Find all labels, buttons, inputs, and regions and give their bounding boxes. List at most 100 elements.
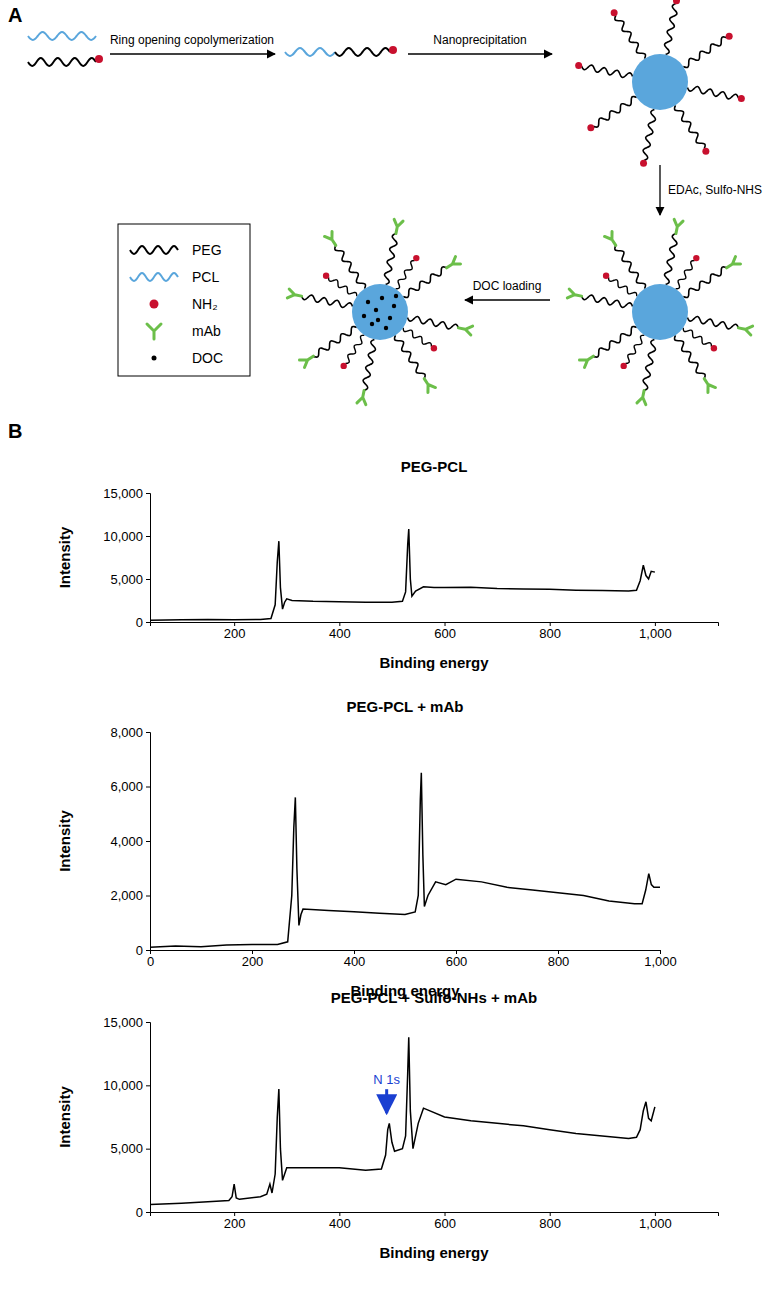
antibody xyxy=(424,379,435,393)
peg-chain xyxy=(329,277,357,296)
y-tick: 0 xyxy=(136,1205,150,1220)
drug-molecule xyxy=(388,316,392,320)
x-axis-title: Binding energy xyxy=(379,1244,489,1261)
peg-chain xyxy=(643,339,655,390)
x-tick: 800 xyxy=(539,622,561,641)
amine-group xyxy=(620,363,626,369)
plot-area xyxy=(150,1037,655,1204)
antibody xyxy=(447,257,461,268)
amine-group xyxy=(431,345,437,351)
peg-chain xyxy=(675,335,706,378)
x-tick-label: 1,000 xyxy=(644,954,677,969)
drug-molecule xyxy=(370,322,374,326)
x-tick: 0 xyxy=(147,950,154,969)
drug-molecule xyxy=(374,308,378,312)
y-tick-mark xyxy=(146,896,150,897)
plot-area xyxy=(150,529,655,620)
peg-chain xyxy=(28,58,96,66)
x-tick: 200 xyxy=(224,1212,246,1231)
legend-swatch xyxy=(130,246,178,254)
micelle xyxy=(575,0,745,167)
x-tick-label: 800 xyxy=(539,1216,561,1231)
y-tick-label: 6,000 xyxy=(110,779,143,794)
amine-group xyxy=(323,272,329,278)
peg-chain xyxy=(675,105,706,148)
amine-group xyxy=(693,255,699,261)
x-tick: 400 xyxy=(329,1212,351,1231)
arrow xyxy=(408,53,552,54)
amine-group xyxy=(95,55,103,63)
arrow xyxy=(659,165,660,215)
antibody xyxy=(605,231,616,245)
x-tick: 1,000 xyxy=(639,1212,672,1231)
x-tick-label: 1,000 xyxy=(639,626,672,641)
y-tick: 4,000 xyxy=(110,834,150,849)
step-label: Nanoprecipitation xyxy=(433,33,526,47)
x-tick-label: 400 xyxy=(329,626,351,641)
micelle xyxy=(567,219,752,404)
x-tick: 200 xyxy=(242,950,264,969)
chart: 2004006008001,00005,00010,00015,000PEG-P… xyxy=(56,458,719,671)
drug-molecule xyxy=(394,294,398,298)
y-tick: 5,000 xyxy=(110,1141,150,1156)
y-tick-mark xyxy=(146,1022,150,1023)
y-tick-label: 10,000 xyxy=(103,529,143,544)
spectrum-line xyxy=(150,1037,655,1204)
legend-swatch xyxy=(147,324,161,339)
drug-molecule xyxy=(392,304,396,308)
step-label: Ring opening copolymerization xyxy=(110,33,274,47)
y-tick-mark xyxy=(146,1212,150,1213)
peg-chain xyxy=(665,234,677,285)
legend-label: PEG xyxy=(192,242,222,258)
amine-group xyxy=(575,62,582,69)
y-tick-label: 5,000 xyxy=(110,572,143,587)
antibody xyxy=(579,356,593,367)
pcl-core xyxy=(632,284,688,340)
pcl-chain xyxy=(285,48,335,56)
peg-chain xyxy=(615,15,646,58)
peg-chain xyxy=(335,48,390,56)
x-tick: 600 xyxy=(446,950,468,969)
legend-label: mAb xyxy=(192,323,221,339)
pcl-core xyxy=(352,284,408,340)
x-tick: 1,000 xyxy=(639,622,672,641)
y-tick-mark xyxy=(146,1085,150,1086)
y-tick: 0 xyxy=(136,615,150,630)
peg-chain xyxy=(582,295,633,307)
legend-swatch xyxy=(150,300,159,309)
antibody xyxy=(458,326,472,335)
y-axis-title: Intensity xyxy=(56,810,73,872)
x-tick-label: 0 xyxy=(147,954,154,969)
y-tick: 15,000 xyxy=(103,486,150,501)
antibody xyxy=(357,390,366,404)
y-tick: 15,000 xyxy=(103,1015,150,1030)
legend-swatch xyxy=(130,273,178,281)
x-tick: 200 xyxy=(224,622,246,641)
peg-chain xyxy=(396,261,415,289)
y-tick: 2,000 xyxy=(110,888,150,903)
plot-area xyxy=(150,773,660,947)
chart: 2004006008001,00005,00010,00015,000PEG-P… xyxy=(56,989,719,1261)
pcl-core xyxy=(632,54,688,110)
y-axis: 0 5,000 10,000 15,000 xyxy=(103,486,150,630)
y-tick-label: 2,000 xyxy=(110,888,143,903)
y-axis: 05,00010,00015,000 xyxy=(103,1015,150,1220)
amine-group xyxy=(673,0,680,4)
x-tick-label: 200 xyxy=(242,954,264,969)
antibody xyxy=(325,231,336,245)
amine-group xyxy=(640,160,647,167)
peg-chain xyxy=(403,328,431,347)
x-tick: 800 xyxy=(539,1212,561,1231)
y-axis-line xyxy=(146,494,151,623)
peg-chain xyxy=(683,267,726,298)
y-tick-label: 15,000 xyxy=(103,486,143,501)
chart-title: PEG-PCL xyxy=(401,458,468,475)
drug-molecule xyxy=(362,314,366,318)
peg-chain xyxy=(625,335,644,363)
amine-group xyxy=(702,148,709,155)
arrow xyxy=(465,299,550,300)
y-tick-mark xyxy=(146,950,150,951)
y-tick-label: 8,000 xyxy=(110,725,143,740)
y-axis-line xyxy=(146,733,151,951)
pcl-chain xyxy=(28,32,96,40)
